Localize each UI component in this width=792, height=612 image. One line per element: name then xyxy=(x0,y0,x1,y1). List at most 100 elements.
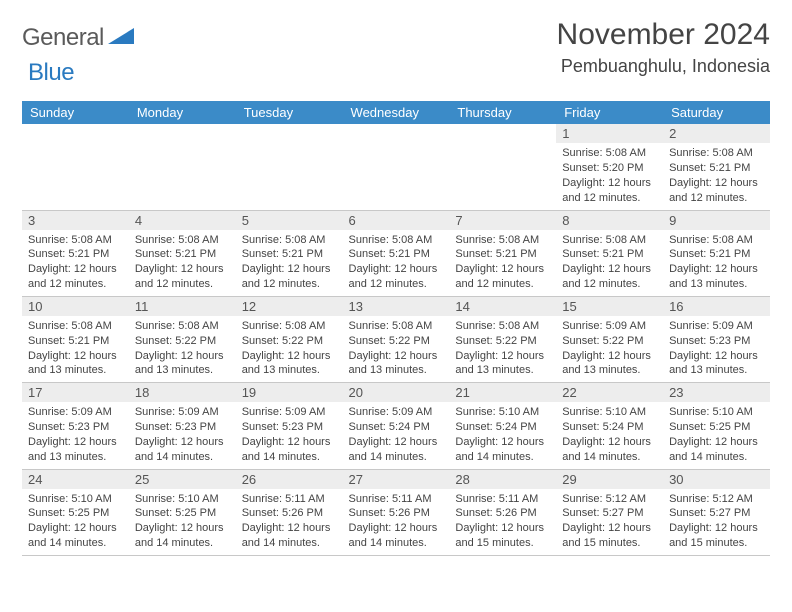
sunset-line: Sunset: 5:26 PM xyxy=(455,506,550,521)
calendar-day-cell: 4Sunrise: 5:08 AMSunset: 5:21 PMDaylight… xyxy=(129,210,236,296)
daylight-line-1: Daylight: 12 hours xyxy=(349,521,444,536)
daylight-line-2: and 14 minutes. xyxy=(349,450,444,465)
day-details: Sunrise: 5:08 AMSunset: 5:21 PMDaylight:… xyxy=(22,230,129,296)
day-details: Sunrise: 5:11 AMSunset: 5:26 PMDaylight:… xyxy=(449,489,556,555)
calendar-week-row: 24Sunrise: 5:10 AMSunset: 5:25 PMDayligh… xyxy=(22,469,770,555)
calendar-table: SundayMondayTuesdayWednesdayThursdayFrid… xyxy=(22,101,770,556)
sunset-line: Sunset: 5:21 PM xyxy=(28,334,123,349)
daylight-line-2: and 12 minutes. xyxy=(455,277,550,292)
day-details: Sunrise: 5:10 AMSunset: 5:25 PMDaylight:… xyxy=(663,402,770,468)
calendar-day-cell: 19Sunrise: 5:09 AMSunset: 5:23 PMDayligh… xyxy=(236,383,343,469)
sunrise-line: Sunrise: 5:08 AM xyxy=(455,233,550,248)
day-number: 4 xyxy=(129,211,236,230)
sunrise-line: Sunrise: 5:09 AM xyxy=(28,405,123,420)
day-details: Sunrise: 5:08 AMSunset: 5:21 PMDaylight:… xyxy=(129,230,236,296)
calendar-day-cell: 6Sunrise: 5:08 AMSunset: 5:21 PMDaylight… xyxy=(343,210,450,296)
day-number: 16 xyxy=(663,297,770,316)
sunrise-line: Sunrise: 5:10 AM xyxy=(562,405,657,420)
day-details: Sunrise: 5:09 AMSunset: 5:23 PMDaylight:… xyxy=(236,402,343,468)
calendar-day-cell: 18Sunrise: 5:09 AMSunset: 5:23 PMDayligh… xyxy=(129,383,236,469)
daylight-line-1: Daylight: 12 hours xyxy=(242,262,337,277)
calendar-day-cell: 28Sunrise: 5:11 AMSunset: 5:26 PMDayligh… xyxy=(449,469,556,555)
sunset-line: Sunset: 5:21 PM xyxy=(669,247,764,262)
sunrise-line: Sunrise: 5:10 AM xyxy=(455,405,550,420)
day-number: 27 xyxy=(343,470,450,489)
calendar-day-cell: 21Sunrise: 5:10 AMSunset: 5:24 PMDayligh… xyxy=(449,383,556,469)
daylight-line-2: and 13 minutes. xyxy=(135,363,230,378)
sunset-line: Sunset: 5:23 PM xyxy=(669,334,764,349)
day-details: Sunrise: 5:08 AMSunset: 5:21 PMDaylight:… xyxy=(236,230,343,296)
daylight-line-2: and 12 minutes. xyxy=(562,277,657,292)
calendar-day-cell: 9Sunrise: 5:08 AMSunset: 5:21 PMDaylight… xyxy=(663,210,770,296)
daylight-line-1: Daylight: 12 hours xyxy=(562,521,657,536)
daylight-line-1: Daylight: 12 hours xyxy=(349,349,444,364)
daylight-line-1: Daylight: 12 hours xyxy=(455,521,550,536)
calendar-day-cell: .. xyxy=(449,124,556,210)
weekday-header: Saturday xyxy=(663,101,770,124)
day-number: 5 xyxy=(236,211,343,230)
sunrise-line: Sunrise: 5:12 AM xyxy=(669,492,764,507)
day-details: Sunrise: 5:08 AMSunset: 5:22 PMDaylight:… xyxy=(449,316,556,382)
daylight-line-1: Daylight: 12 hours xyxy=(28,262,123,277)
weekday-header: Tuesday xyxy=(236,101,343,124)
calendar-day-cell: 10Sunrise: 5:08 AMSunset: 5:21 PMDayligh… xyxy=(22,296,129,382)
day-number: 15 xyxy=(556,297,663,316)
day-details: Sunrise: 5:09 AMSunset: 5:23 PMDaylight:… xyxy=(129,402,236,468)
sunrise-line: Sunrise: 5:10 AM xyxy=(135,492,230,507)
calendar-day-cell: 7Sunrise: 5:08 AMSunset: 5:21 PMDaylight… xyxy=(449,210,556,296)
day-details: Sunrise: 5:12 AMSunset: 5:27 PMDaylight:… xyxy=(663,489,770,555)
daylight-line-1: Daylight: 12 hours xyxy=(669,176,764,191)
daylight-line-1: Daylight: 12 hours xyxy=(455,262,550,277)
day-details: Sunrise: 5:09 AMSunset: 5:23 PMDaylight:… xyxy=(22,402,129,468)
sunset-line: Sunset: 5:25 PM xyxy=(28,506,123,521)
calendar-day-cell: .. xyxy=(22,124,129,210)
day-number: 7 xyxy=(449,211,556,230)
sunset-line: Sunset: 5:20 PM xyxy=(562,161,657,176)
sunrise-line: Sunrise: 5:09 AM xyxy=(349,405,444,420)
sunrise-line: Sunrise: 5:08 AM xyxy=(669,233,764,248)
day-number: 21 xyxy=(449,383,556,402)
day-number: 17 xyxy=(22,383,129,402)
day-number: 13 xyxy=(343,297,450,316)
daylight-line-1: Daylight: 12 hours xyxy=(669,349,764,364)
sunrise-line: Sunrise: 5:08 AM xyxy=(562,146,657,161)
sunset-line: Sunset: 5:26 PM xyxy=(349,506,444,521)
daylight-line-2: and 14 minutes. xyxy=(135,536,230,551)
daylight-line-1: Daylight: 12 hours xyxy=(28,349,123,364)
sunset-line: Sunset: 5:25 PM xyxy=(135,506,230,521)
daylight-line-1: Daylight: 12 hours xyxy=(562,435,657,450)
day-details: Sunrise: 5:10 AMSunset: 5:24 PMDaylight:… xyxy=(449,402,556,468)
daylight-line-2: and 12 minutes. xyxy=(135,277,230,292)
sunrise-line: Sunrise: 5:09 AM xyxy=(135,405,230,420)
day-number: 29 xyxy=(556,470,663,489)
day-number: 25 xyxy=(129,470,236,489)
weekday-header: Sunday xyxy=(22,101,129,124)
daylight-line-2: and 12 minutes. xyxy=(28,277,123,292)
calendar-day-cell: 29Sunrise: 5:12 AMSunset: 5:27 PMDayligh… xyxy=(556,469,663,555)
calendar-day-cell: 23Sunrise: 5:10 AMSunset: 5:25 PMDayligh… xyxy=(663,383,770,469)
day-details: Sunrise: 5:08 AMSunset: 5:21 PMDaylight:… xyxy=(663,230,770,296)
day-number: 11 xyxy=(129,297,236,316)
sunset-line: Sunset: 5:22 PM xyxy=(242,334,337,349)
daylight-line-1: Daylight: 12 hours xyxy=(28,521,123,536)
daylight-line-2: and 15 minutes. xyxy=(455,536,550,551)
day-details: Sunrise: 5:09 AMSunset: 5:22 PMDaylight:… xyxy=(556,316,663,382)
title-block: November 2024 Pembuanghulu, Indonesia xyxy=(557,18,770,77)
sunset-line: Sunset: 5:21 PM xyxy=(28,247,123,262)
day-number: 30 xyxy=(663,470,770,489)
daylight-line-1: Daylight: 12 hours xyxy=(135,435,230,450)
daylight-line-1: Daylight: 12 hours xyxy=(349,435,444,450)
sunrise-line: Sunrise: 5:09 AM xyxy=(562,319,657,334)
sunrise-line: Sunrise: 5:08 AM xyxy=(28,233,123,248)
sunset-line: Sunset: 5:21 PM xyxy=(242,247,337,262)
sunset-line: Sunset: 5:22 PM xyxy=(455,334,550,349)
daylight-line-1: Daylight: 12 hours xyxy=(242,435,337,450)
calendar-day-cell: 3Sunrise: 5:08 AMSunset: 5:21 PMDaylight… xyxy=(22,210,129,296)
day-number: 14 xyxy=(449,297,556,316)
daylight-line-2: and 15 minutes. xyxy=(669,536,764,551)
day-number: 26 xyxy=(236,470,343,489)
daylight-line-2: and 13 minutes. xyxy=(669,363,764,378)
day-number: 9 xyxy=(663,211,770,230)
weekday-header: Wednesday xyxy=(343,101,450,124)
day-details: Sunrise: 5:09 AMSunset: 5:23 PMDaylight:… xyxy=(663,316,770,382)
